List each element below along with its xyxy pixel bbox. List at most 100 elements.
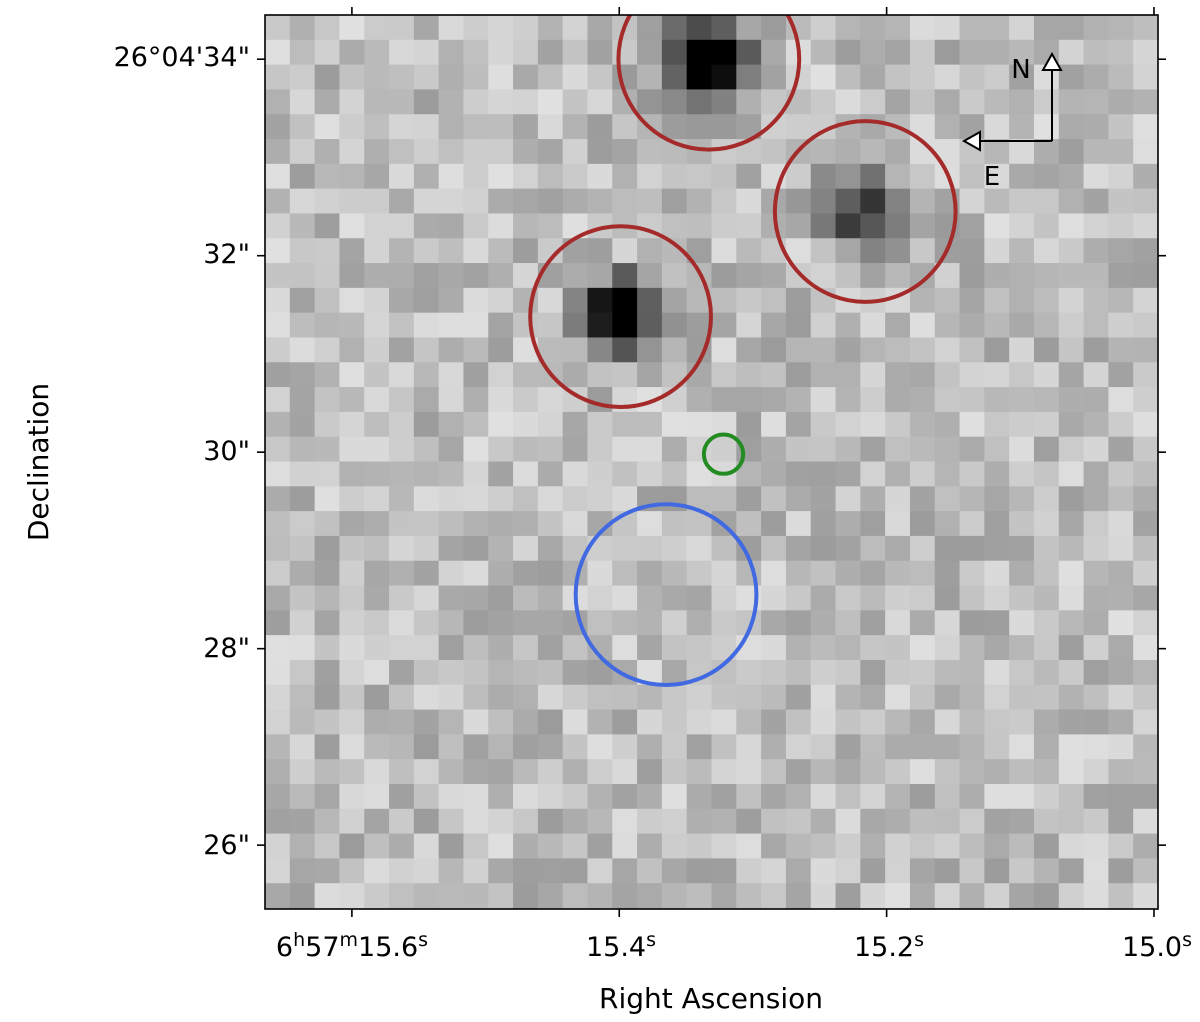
image-pixel	[1083, 114, 1109, 140]
image-pixel	[1083, 188, 1109, 215]
image-pixel	[488, 635, 514, 661]
image-pixel	[761, 15, 787, 41]
image-pixel	[1009, 759, 1035, 785]
image-pixel	[835, 238, 861, 264]
image-pixel	[810, 64, 837, 91]
image-pixel	[438, 858, 465, 884]
image-pixel	[488, 610, 514, 636]
image-pixel	[438, 139, 465, 165]
image-pixel	[835, 64, 861, 91]
image-pixel	[537, 139, 564, 165]
image-pixel	[711, 188, 737, 215]
image-pixel	[909, 39, 936, 66]
image-pixel	[389, 734, 415, 760]
image-pixel	[537, 783, 564, 810]
image-pixel	[984, 486, 1010, 512]
image-pixel	[339, 883, 365, 909]
image-pixel	[389, 436, 415, 463]
image-pixel	[562, 64, 589, 91]
image-pixel	[265, 883, 291, 909]
image-pixel	[711, 89, 737, 115]
image-pixel	[959, 535, 985, 562]
image-pixel	[686, 808, 713, 835]
image-pixel	[339, 188, 365, 215]
image-pixel	[1033, 337, 1060, 363]
image-pixel	[364, 89, 390, 115]
image-pixel	[389, 337, 415, 363]
image-pixel	[860, 263, 886, 289]
image-pixel	[587, 436, 613, 463]
image-pixel	[413, 734, 440, 760]
image-pixel	[562, 312, 589, 339]
image-pixel	[1108, 15, 1134, 41]
image-pixel	[835, 411, 861, 438]
image-pixel	[661, 89, 688, 115]
image-pixel	[1009, 560, 1035, 587]
image-pixel	[637, 337, 663, 363]
image-pixel	[711, 883, 737, 909]
image-pixel	[364, 659, 390, 686]
image-pixel	[860, 684, 886, 711]
image-pixel	[934, 883, 961, 909]
image-pixel	[810, 486, 837, 512]
image-pixel	[562, 734, 589, 760]
image-pixel	[537, 436, 564, 463]
image-pixel	[587, 411, 613, 438]
image-pixel	[1009, 436, 1035, 463]
image-pixel	[488, 163, 514, 190]
image-pixel	[761, 808, 787, 835]
image-pixel	[389, 709, 415, 735]
image-pixel	[785, 337, 812, 363]
image-pixel	[984, 89, 1010, 115]
image-pixel	[835, 709, 861, 735]
x-axis-title: Right Ascension	[599, 982, 823, 1015]
image-pixel	[364, 64, 390, 91]
image-pixel	[364, 461, 390, 487]
image-pixel	[314, 535, 341, 562]
image-pixel	[885, 436, 911, 463]
image-pixel	[289, 287, 316, 314]
image-pixel	[314, 709, 341, 735]
image-pixel	[314, 585, 341, 611]
image-pixel	[413, 659, 440, 686]
image-pixel	[1058, 659, 1085, 686]
image-pixel	[1133, 486, 1158, 512]
image-pixel	[909, 684, 936, 711]
image-pixel	[438, 287, 465, 314]
image-pixel	[711, 238, 737, 264]
image-pixel	[513, 114, 539, 140]
image-pixel	[835, 188, 861, 215]
image-pixel	[885, 883, 911, 909]
image-pixel	[562, 188, 589, 215]
image-pixel	[587, 362, 613, 388]
image-pixel	[959, 461, 985, 487]
image-pixel	[1083, 734, 1109, 760]
image-pixel	[413, 387, 440, 413]
image-pixel	[661, 535, 688, 562]
image-pixel	[537, 312, 564, 339]
image-pixel	[413, 833, 440, 859]
image-pixel	[289, 411, 316, 438]
image-pixel	[761, 64, 787, 91]
image-pixel	[314, 89, 341, 115]
image-pixel	[810, 659, 837, 686]
image-pixel	[984, 833, 1010, 859]
image-pixel	[364, 238, 390, 264]
compass: N E	[961, 51, 1063, 192]
image-pixel	[934, 585, 961, 611]
image-pixel	[761, 114, 787, 140]
image-pixel	[736, 659, 762, 686]
image-pixel	[1033, 783, 1060, 810]
image-pixel	[1033, 163, 1060, 190]
image-pixel	[810, 312, 837, 339]
image-pixel	[488, 337, 514, 363]
image-pixel	[909, 461, 936, 487]
image-pixel	[1108, 783, 1134, 810]
image-pixel	[1058, 238, 1085, 264]
image-pixel	[289, 15, 316, 41]
image-pixel	[860, 213, 886, 239]
image-pixel	[736, 287, 762, 314]
image-pixel	[1083, 783, 1109, 810]
image-pixel	[587, 560, 613, 587]
image-pixel	[364, 387, 390, 413]
